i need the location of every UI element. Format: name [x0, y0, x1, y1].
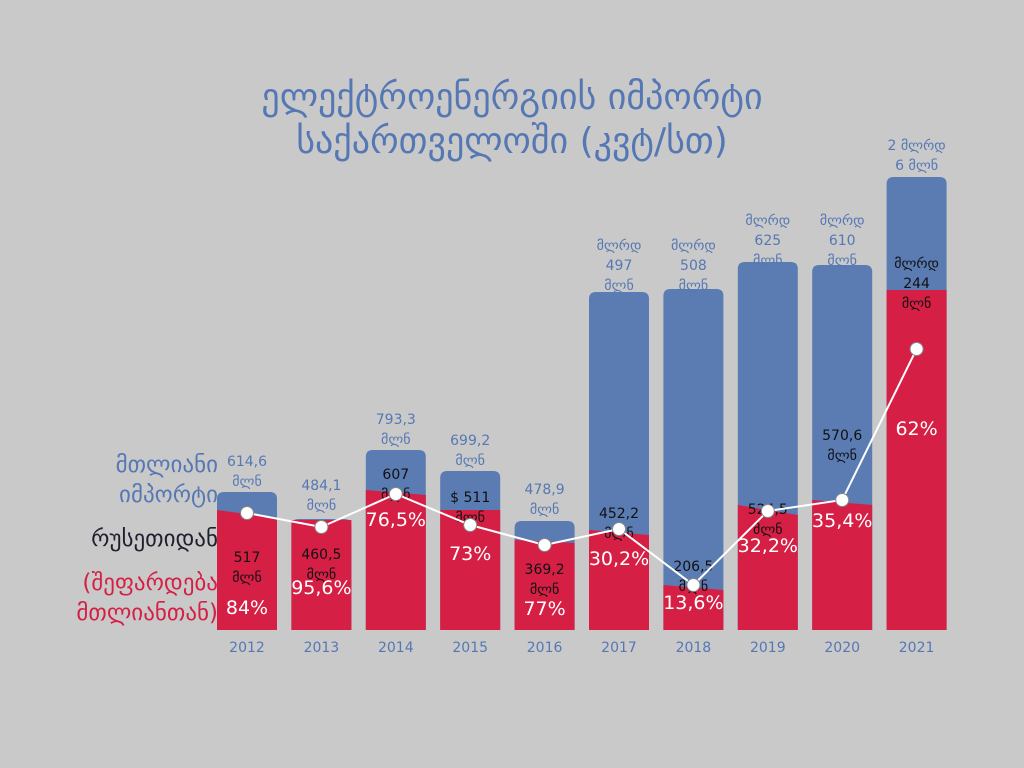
share-point-2016 — [537, 538, 552, 552]
share-line — [246, 348, 918, 587]
total-value-label: 614,6 — [227, 454, 267, 470]
legend-russia: რუსეთიდან — [91, 526, 218, 552]
russia-import-bar-2019 — [737, 505, 798, 630]
russia-value-label: მლნ — [827, 448, 857, 464]
russia-value-label: 369,2 — [525, 562, 565, 578]
russia-value-label: 517 — [234, 550, 261, 566]
russia-import-bar-2021 — [886, 290, 947, 630]
russia-import-bar-2018 — [663, 585, 724, 630]
total-value-label: მლნ — [381, 432, 411, 448]
share-point-2012 — [240, 506, 254, 520]
legend-total-line2: იმპორტი — [119, 482, 218, 508]
russia-value-label: 460,5 — [301, 547, 341, 563]
total-value-label: 484,1 — [301, 478, 341, 494]
total-value-label: მლნ — [307, 498, 337, 514]
share-percent-label: 76,5% — [366, 509, 426, 531]
share-percent-label: 62% — [895, 418, 937, 440]
total-value-label: მლნ — [232, 474, 262, 490]
total-value-label: მლრდ — [671, 237, 716, 254]
share-point-2017 — [612, 522, 626, 536]
share-point-2015 — [463, 518, 478, 532]
chart-title-line1: ელექტროენერგიის იმპორტი — [261, 77, 763, 118]
total-value-label: მლნ — [753, 253, 783, 269]
russia-import-bar-2014 — [365, 490, 426, 630]
legend-share-line2: მთლიანთან) — [76, 600, 218, 626]
x-tick-label: 2012 — [229, 640, 265, 656]
russia-import-bar-2013 — [291, 520, 352, 630]
share-percent-label: 77% — [523, 598, 565, 620]
share-percent-label: 32,2% — [738, 535, 798, 557]
total-value-label: 478,9 — [525, 482, 565, 498]
russia-value-label: მლნ — [307, 567, 337, 583]
russia-value-label: 244 — [903, 276, 930, 292]
share-percent-label: 84% — [226, 597, 268, 619]
share-percent-label: 73% — [449, 543, 491, 565]
x-tick-label: 2013 — [304, 640, 340, 656]
russia-value-label: $ 511 — [450, 490, 490, 506]
total-value-label: მლრდ — [597, 237, 642, 254]
russia-import-bar-2012 — [217, 510, 277, 630]
share-percent-label: 35,4% — [812, 510, 872, 532]
total-value-label: 699,2 — [450, 433, 490, 449]
russia-value-label: 607 — [382, 467, 409, 483]
total-value-label: 508 — [680, 258, 707, 274]
russia-import-bar-2017 — [589, 530, 649, 630]
total-value-label: 2 მლრდ — [888, 137, 946, 154]
total-value-label: მლნ — [604, 278, 634, 294]
total-value-label: მლრდ — [820, 212, 865, 229]
x-tick-label: 2020 — [824, 640, 860, 656]
total-value-label: 6 მლნ — [895, 158, 938, 174]
russia-import-bar-2016 — [514, 540, 575, 630]
russia-import-bar-2020 — [812, 500, 873, 630]
share-percent-label: 30,2% — [589, 548, 649, 570]
share-point-2018 — [686, 578, 701, 592]
x-tick-label: 2018 — [676, 640, 712, 656]
share-point-2014 — [388, 487, 403, 501]
total-value-label: მლნ — [455, 453, 485, 469]
legend-share-line1: (შეფარდება — [82, 570, 218, 596]
total-value-label: მლნ — [530, 502, 560, 518]
total-value-label: 610 — [829, 233, 856, 249]
chart-title-line2: საქართველოში (კვტ/სთ) — [296, 121, 728, 162]
share-point-2020 — [835, 493, 850, 507]
russia-value-label: 452,2 — [599, 506, 639, 522]
share-percent-label: 13,6% — [663, 592, 723, 614]
total-value-label: მლნ — [679, 278, 709, 294]
russia-value-label: მლნ — [232, 570, 262, 586]
x-tick-label: 2017 — [601, 640, 637, 656]
total-value-label: 497 — [606, 258, 633, 274]
total-value-label: მლნ — [827, 253, 857, 269]
total-value-label: მლრდ — [745, 212, 790, 229]
x-tick-label: 2015 — [452, 640, 488, 656]
share-point-2021 — [909, 342, 924, 356]
share-point-2019 — [760, 504, 775, 518]
russia-value-label: მლრდ — [894, 255, 939, 272]
russia-value-label: მლნ — [902, 296, 932, 312]
russia-value-label: მლნ — [753, 522, 783, 538]
total-value-label: 625 — [754, 233, 781, 249]
x-tick-label: 2014 — [378, 640, 414, 656]
russia-value-label: მლნ — [530, 582, 560, 598]
x-tick-label: 2019 — [750, 640, 786, 656]
russia-value-label: 206,5 — [673, 559, 713, 575]
russia-value-label: 570,6 — [822, 428, 862, 444]
legend-total-line1: მთლიანი — [115, 452, 218, 478]
total-value-label: 793,3 — [376, 412, 416, 428]
x-tick-label: 2021 — [899, 640, 935, 656]
share-percent-label: 95,6% — [291, 577, 351, 599]
x-tick-label: 2016 — [527, 640, 563, 656]
total-import-bar-2018 — [663, 289, 724, 630]
share-point-2013 — [314, 520, 329, 534]
russia-import-bar-2015 — [440, 510, 501, 630]
